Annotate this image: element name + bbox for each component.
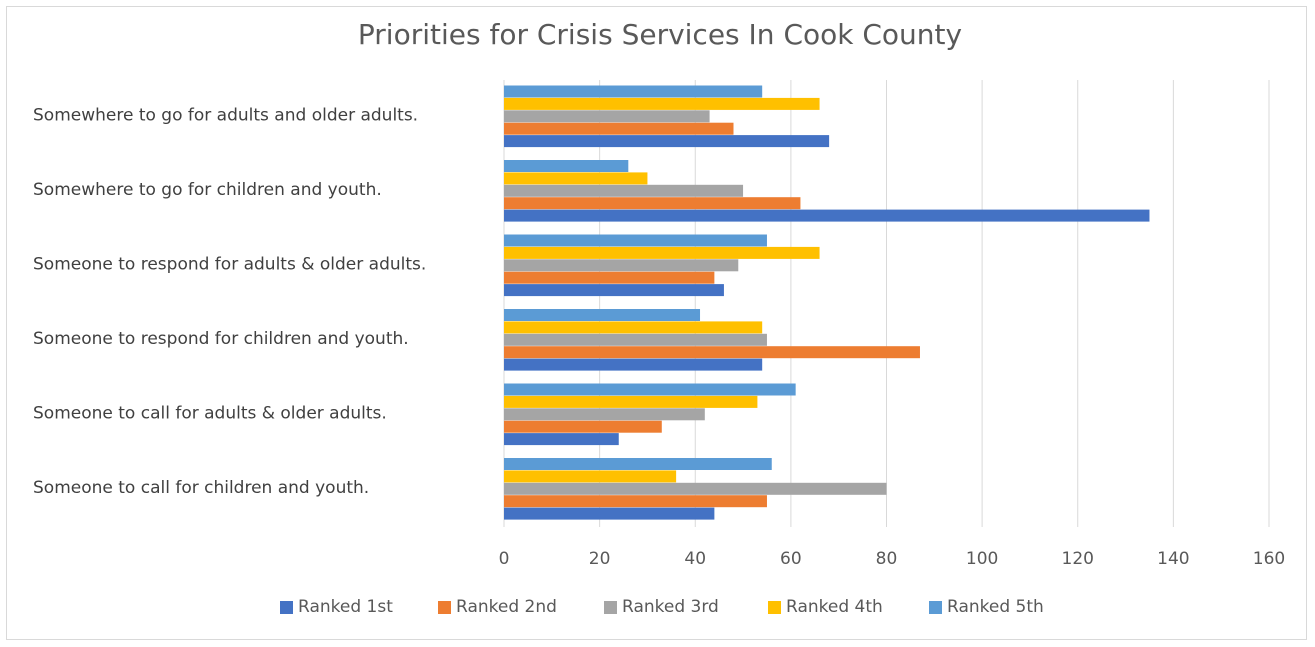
category-label: Someone to respond for children and yout… <box>33 329 409 349</box>
x-tick-label: 40 <box>684 549 706 569</box>
bar <box>504 433 619 446</box>
bar <box>504 184 744 197</box>
legend-swatch <box>768 601 781 614</box>
legend-label: Ranked 5th <box>947 597 1044 617</box>
legend-swatch <box>280 601 293 614</box>
category-label: Somewhere to go for adults and older adu… <box>33 105 418 125</box>
x-tick-label: 160 <box>1253 549 1285 569</box>
legend-label: Ranked 4th <box>786 597 883 617</box>
bar <box>504 482 887 495</box>
chart-area: Priorities for Crisis Services In Cook C… <box>6 6 1307 640</box>
bar <box>504 85 763 98</box>
x-tick-label: 20 <box>589 549 611 569</box>
x-tick-label: 60 <box>780 549 802 569</box>
gridlines <box>503 80 1270 527</box>
bar <box>504 160 629 172</box>
category-label: Someone to respond for adults & older ad… <box>33 254 426 274</box>
bar <box>504 197 801 210</box>
category-label: Someone to call for children and youth. <box>33 478 369 498</box>
legend-label: Ranked 1st <box>298 597 393 617</box>
x-tick-label: 100 <box>966 549 998 569</box>
bar <box>504 259 739 272</box>
bar <box>504 408 705 421</box>
legend-swatch <box>929 601 942 614</box>
bar <box>504 284 724 297</box>
bar <box>504 333 767 346</box>
bar <box>504 346 920 359</box>
bars <box>504 85 1150 520</box>
legend-swatch <box>604 601 617 614</box>
bar <box>504 507 715 520</box>
bar <box>504 209 1150 222</box>
legend-swatch <box>438 601 451 614</box>
x-tick-label: 80 <box>876 549 898 569</box>
category-label: Someone to call for adults & older adult… <box>33 403 387 423</box>
bar <box>504 172 648 185</box>
category-label: Somewhere to go for children and youth. <box>33 180 382 200</box>
x-tick-label: 140 <box>1157 549 1189 569</box>
bar <box>504 470 677 483</box>
category-labels: Somewhere to go for adults and older adu… <box>33 105 426 498</box>
bar <box>504 458 772 470</box>
bar <box>504 420 662 433</box>
chart-title: Priorities for Crisis Services In Cook C… <box>358 18 962 51</box>
x-tick-label: 0 <box>499 549 510 569</box>
bar <box>504 135 830 148</box>
x-tick-label: 120 <box>1062 549 1094 569</box>
bar <box>504 234 767 247</box>
legend: Ranked 1st Ranked 2nd Ranked 3rd Ranked 4th… <box>280 597 1044 617</box>
bar <box>504 122 734 135</box>
bar <box>504 358 763 371</box>
bar <box>504 383 796 396</box>
bar <box>504 395 758 408</box>
bar-chart: Priorities for Crisis Services In Cook C… <box>33 18 1286 617</box>
legend-label: Ranked 2nd <box>456 597 557 617</box>
bar <box>504 271 715 284</box>
bar <box>504 110 710 123</box>
bar <box>504 495 767 508</box>
x-axis-ticks: 0 20 40 60 80 100 120 140 160 <box>499 549 1286 569</box>
bar <box>504 246 820 259</box>
bar <box>504 97 820 110</box>
bar <box>504 321 763 334</box>
bar <box>504 309 701 321</box>
legend-label: Ranked 3rd <box>622 597 719 617</box>
